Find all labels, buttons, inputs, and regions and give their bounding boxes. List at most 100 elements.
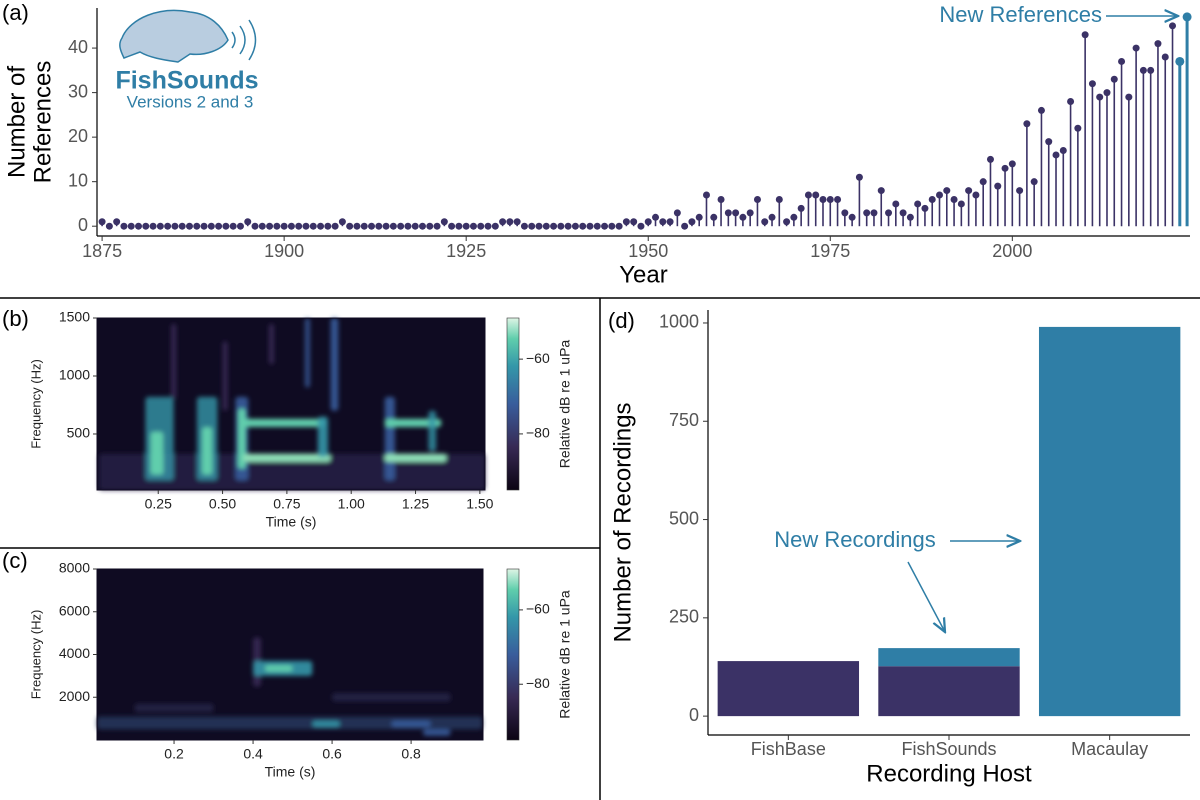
dot bbox=[528, 222, 536, 230]
x-tick-label: 0.4 bbox=[243, 746, 263, 762]
y-tick-label: 6000 bbox=[59, 602, 90, 618]
dot bbox=[790, 213, 798, 221]
dot bbox=[586, 222, 594, 230]
dot bbox=[622, 218, 630, 226]
dot bbox=[717, 195, 725, 203]
dot bbox=[520, 222, 528, 230]
energy-patch bbox=[268, 323, 275, 365]
colorbar-label: Relative dB re 1 uPa bbox=[557, 340, 573, 469]
dot bbox=[135, 222, 143, 230]
dot bbox=[906, 213, 914, 221]
y-tick-label: 0 bbox=[689, 705, 699, 725]
dot bbox=[1132, 44, 1140, 52]
spectrogram-background bbox=[97, 569, 483, 740]
dot bbox=[724, 209, 732, 217]
dot bbox=[1052, 151, 1060, 159]
dot bbox=[550, 222, 558, 230]
dot bbox=[185, 222, 193, 230]
dot bbox=[1139, 66, 1147, 74]
spectrogram-energy bbox=[99, 318, 486, 490]
dot bbox=[338, 218, 346, 226]
energy-patch bbox=[330, 318, 339, 411]
dot bbox=[1125, 93, 1133, 101]
dot bbox=[673, 209, 681, 217]
dot bbox=[499, 218, 507, 226]
y-tick-label: 750 bbox=[669, 410, 699, 430]
energy-patch bbox=[243, 418, 326, 428]
x-tick-label: 0.25 bbox=[145, 496, 172, 512]
energy-patch bbox=[264, 665, 293, 672]
dot bbox=[644, 218, 652, 226]
dot bbox=[448, 222, 456, 230]
x-axis-label: Year bbox=[619, 261, 668, 288]
dot bbox=[899, 209, 907, 217]
dot bbox=[630, 218, 638, 226]
dot bbox=[149, 222, 157, 230]
dot bbox=[1103, 89, 1111, 97]
dot bbox=[164, 222, 172, 230]
energy-patch bbox=[422, 729, 451, 736]
dot bbox=[652, 213, 660, 221]
dot bbox=[258, 222, 266, 230]
dot bbox=[1161, 53, 1169, 61]
dot bbox=[1147, 66, 1155, 74]
dot bbox=[382, 222, 390, 230]
dot bbox=[360, 222, 368, 230]
bar-segment bbox=[1038, 326, 1181, 717]
dot bbox=[863, 209, 871, 217]
dot bbox=[317, 222, 325, 230]
dot bbox=[309, 222, 317, 230]
energy-patch bbox=[428, 410, 437, 452]
dot bbox=[266, 222, 274, 230]
x-tick-label: 0.2 bbox=[164, 746, 184, 762]
dot bbox=[615, 222, 623, 230]
dot bbox=[848, 213, 856, 221]
x-tick-label: 1975 bbox=[810, 241, 850, 261]
dot bbox=[775, 195, 783, 203]
dot bbox=[1059, 147, 1067, 154]
dot bbox=[702, 191, 710, 199]
colorbar-tick-label: −60 bbox=[526, 601, 550, 617]
dot bbox=[389, 222, 397, 230]
x-tick-label: 1.50 bbox=[466, 496, 493, 512]
dot bbox=[440, 218, 448, 226]
dot bbox=[353, 222, 361, 230]
energy-patch bbox=[201, 427, 213, 475]
dot bbox=[1175, 56, 1185, 66]
dot bbox=[950, 195, 958, 203]
dot bbox=[1037, 106, 1045, 114]
dot bbox=[375, 222, 383, 230]
dot bbox=[688, 218, 696, 226]
dot bbox=[1154, 40, 1162, 48]
dot bbox=[877, 187, 885, 195]
dot bbox=[491, 222, 499, 230]
logo-title: FishSounds bbox=[115, 67, 258, 95]
x-tick-label: FishBase bbox=[751, 739, 826, 759]
dot bbox=[659, 218, 667, 226]
dot bbox=[120, 222, 128, 230]
dot bbox=[1023, 120, 1031, 128]
x-tick-label: 1950 bbox=[628, 241, 668, 261]
dot bbox=[287, 222, 295, 230]
dot bbox=[542, 222, 550, 230]
x-axis-label: Time (s) bbox=[266, 514, 317, 530]
y-axis-label: Frequency (Hz) bbox=[28, 359, 43, 449]
dot bbox=[273, 222, 281, 230]
energy-patch bbox=[384, 418, 442, 428]
x-tick-label: 2000 bbox=[992, 241, 1032, 261]
dot bbox=[142, 222, 150, 230]
energy-patch bbox=[243, 453, 331, 462]
dot bbox=[1096, 93, 1104, 101]
dot bbox=[972, 191, 980, 199]
dot bbox=[1067, 98, 1075, 106]
y-tick-label: 10 bbox=[68, 170, 88, 190]
dot bbox=[1081, 31, 1089, 39]
dot bbox=[236, 222, 244, 230]
dot bbox=[535, 222, 543, 230]
dot bbox=[681, 222, 689, 230]
dot bbox=[761, 218, 769, 226]
dot bbox=[557, 222, 565, 230]
y-tick-label: 40 bbox=[68, 37, 88, 57]
energy-patch bbox=[171, 323, 177, 400]
dot bbox=[855, 173, 863, 181]
